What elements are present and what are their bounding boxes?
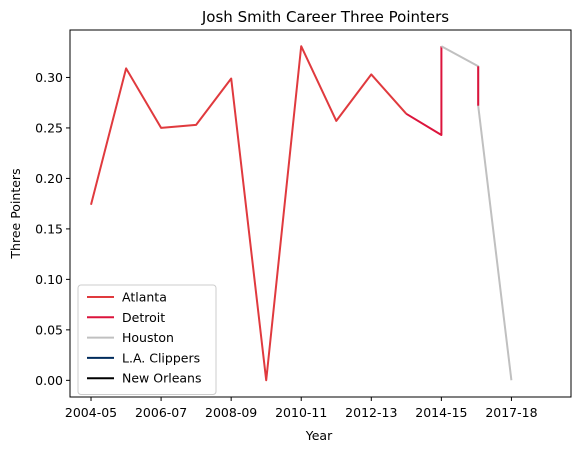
legend-label: New Orleans [122,371,201,386]
legend-label: Houston [122,330,174,345]
y-axis: 0.00 0.05 0.10 0.15 0.20 0.25 0.30 [35,70,70,388]
y-tick-label: 0.30 [35,70,63,85]
y-tick-label: 0.10 [35,272,63,287]
x-tick-label: 2017-18 [485,405,537,420]
legend-label: Atlanta [122,290,167,305]
y-tick-label: 0.25 [35,120,63,135]
legend-label: Detroit [122,310,165,325]
series-line-detroit [405,46,443,136]
x-axis-label: Year [305,428,333,443]
x-tick-label: 2010-11 [275,405,327,420]
x-tick-label: 2014-15 [415,405,467,420]
legend: Atlanta Detroit Houston L.A. Clippers New Or… [77,284,217,395]
y-axis-label: Three Pointers [8,168,23,259]
series-lines [90,45,513,382]
y-tick-label: 0.15 [35,221,63,236]
x-axis: 2004-05 2006-07 2008-09 2010-11 2012-13 2014-… [65,397,538,420]
series-line-houston [440,45,513,381]
y-tick-label: 0.05 [35,322,63,337]
series-line-atlanta [90,45,408,382]
x-tick-label: 2004-05 [65,405,117,420]
plot-area [69,29,572,398]
y-tick-label: 0.00 [35,373,63,388]
legend-label: L.A. Clippers [122,350,200,365]
y-tick-label: 0.20 [35,171,63,186]
x-tick-label: 2008-09 [205,405,257,420]
x-tick-label: 2012-13 [345,405,397,420]
plot-frame [69,29,572,398]
x-tick-label: 2006-07 [135,405,187,420]
legend-box [77,284,217,395]
chart-title: Josh Smith Career Three Pointers [201,8,449,26]
